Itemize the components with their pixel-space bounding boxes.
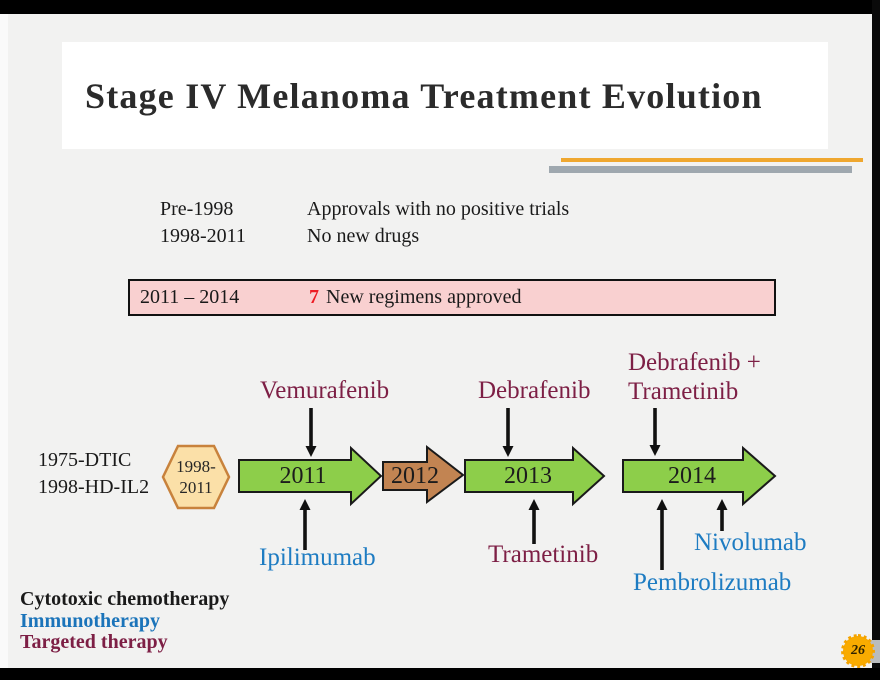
connector-arrow-debrafenib-trametinib [649,408,661,456]
legend: Cytotoxic chemotherapy Immunotherapy Tar… [20,588,230,654]
legend-item-cytotoxic-chemotherapy: Cytotoxic chemotherapy [20,588,230,610]
timeline-arrow-2013 [464,445,606,507]
legend-item-targeted-therapy: Targeted therapy [20,631,168,653]
legend-item-immunotherapy: Immunotherapy [20,609,161,632]
accent-line-orange [561,158,863,162]
highlight-box: 2011 – 2014 7 New regimens approved [128,279,776,316]
drug-label-debrafenib: Debrafenib [478,377,591,404]
page-title: Stage IV Melanoma Treatment Evolution [85,75,763,116]
highlight-count: 7 [309,286,319,308]
connector-arrow-trametinib [528,499,540,544]
drug-label-debrafenib-trametinib: Debrafenib + Trametinib [628,349,761,405]
title-box: Stage IV Melanoma Treatment Evolution [62,42,828,149]
history-period: 1998-2011 [160,225,246,247]
connector-arrow-debrafenib [502,408,514,457]
history-rows: Pre-1998 Approvals with no positive tria… [160,196,569,250]
drug-label-vemurafenib: Vemurafenib [260,377,390,404]
connector-arrow-pembrolizumab [656,499,668,570]
page-number: 26 [851,643,865,658]
year-label-2014: 2014 [668,462,716,489]
connector-arrow-nivolumab [716,499,728,531]
right-border-bar [872,0,880,680]
highlight-period: 2011 – 2014 [140,286,240,308]
highlight-note: New regimens approved [326,286,522,308]
page-badge-shadow [869,640,880,663]
timeline-arrow-2011 [238,445,383,507]
left-margin-strip [0,14,8,668]
era-hexagon-label: 1998- 2011 [176,457,216,497]
year-label-2012: 2012 [391,462,439,489]
timeline-arrow-2014 [622,445,777,507]
timeline-arrow-2012 [382,444,465,504]
connector-arrow-vemurafenib [305,408,317,457]
page-number-badge: 26 [841,634,875,668]
history-note: No new drugs [307,225,420,247]
drug-label-ipilimumab: Ipilimumab [259,544,376,571]
drug-label-trametinib: Trametinib [488,541,599,568]
drug-label-nivolumab: Nivolumab [694,529,807,556]
bottom-border-bar [0,668,880,680]
accent-line-gray [549,166,852,173]
year-label-2011: 2011 [279,462,327,489]
year-label-2013: 2013 [504,462,552,489]
history-note: Approvals with no positive trials [307,198,570,220]
history-period: Pre-1998 [160,198,234,220]
era-hexagon [161,444,231,510]
drug-label-pembrolizumab: Pembrolizumab [633,569,792,596]
top-border-bar [0,0,880,14]
connector-arrow-ipilimumab [299,499,311,550]
prior-therapies-label: 1975-DTIC 1998-HD-IL2 [38,449,150,498]
